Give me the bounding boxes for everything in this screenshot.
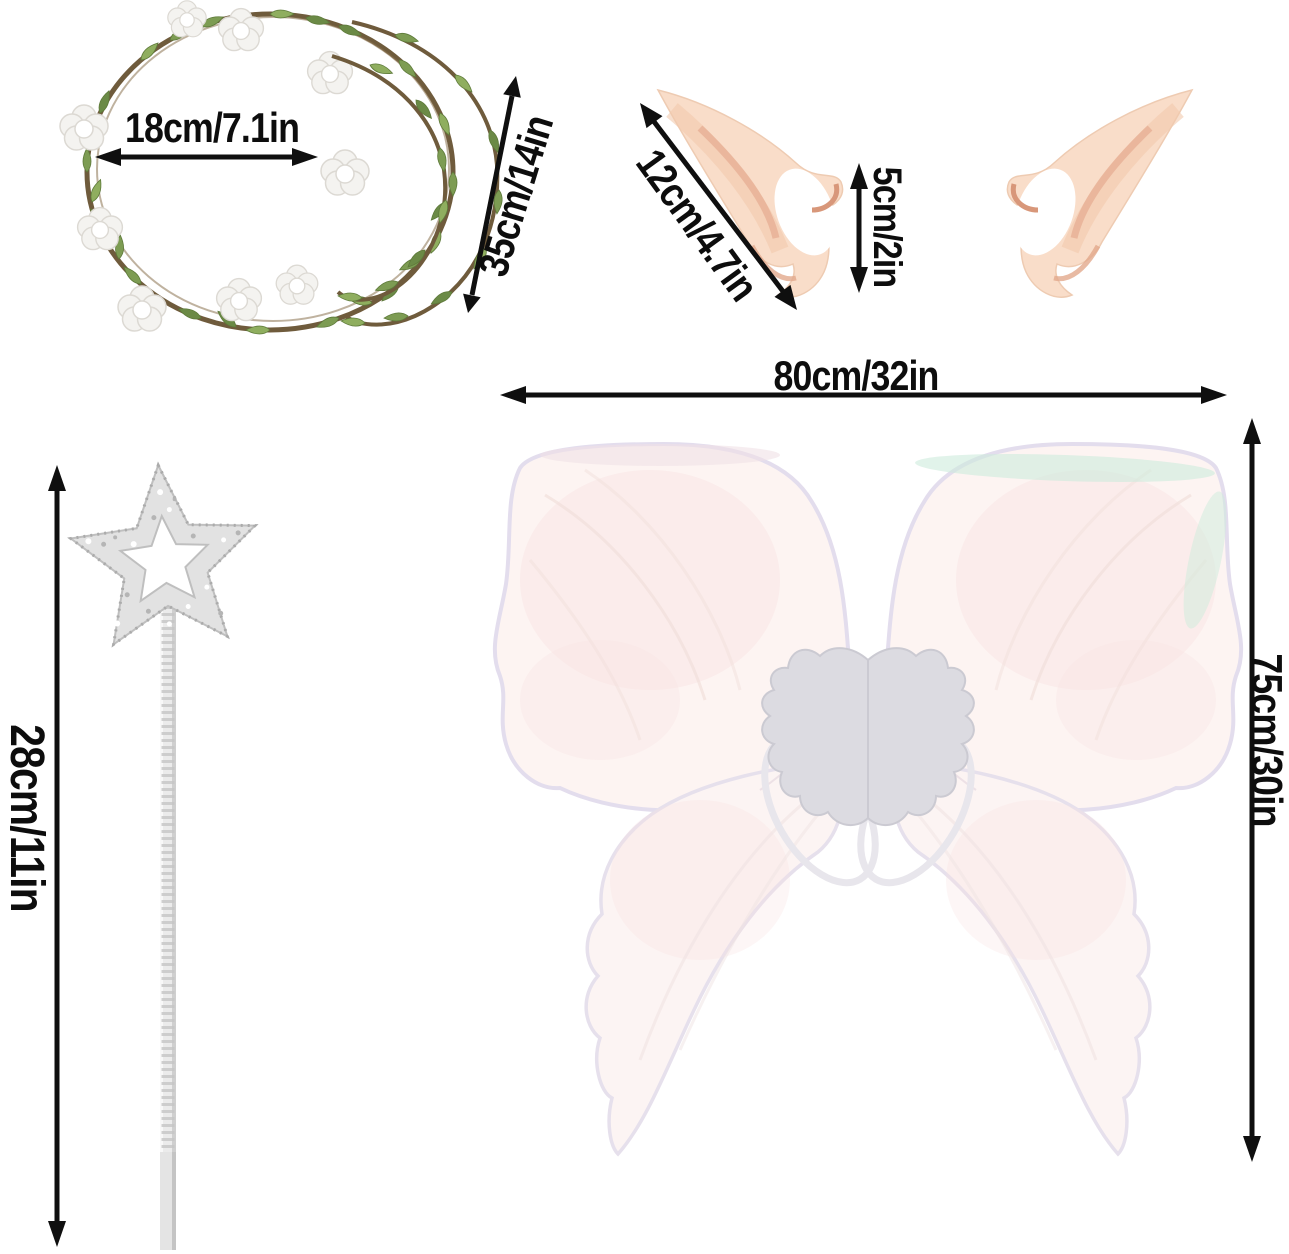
measurement-arrows: [48, 76, 1261, 1247]
star-wand-figure: [67, 461, 259, 1250]
crown-diameter-arrow: [95, 148, 318, 166]
wand-stick: [160, 600, 176, 1250]
wings-width-label: 80cm/32in: [773, 352, 939, 399]
wings-width-arrow: [500, 386, 1227, 404]
wreath-flowers: [59, 0, 370, 332]
wings-body: [761, 647, 975, 827]
wing-right: [882, 442, 1244, 1156]
elf-ear-right-figure: [1003, 90, 1192, 297]
vine-tie-figure: [331, 20, 504, 328]
flower-crown-figure: [59, 0, 458, 335]
crown-diameter-label: 18cm/7.1in: [124, 104, 300, 151]
ear-length-arrow: [640, 103, 797, 310]
wings-height-label: 75cm/30in: [1242, 653, 1289, 827]
elf-ear-left-figure: [656, 88, 844, 298]
ear-height-label: 5cm/2in: [865, 166, 909, 288]
wings-height-arrow: [1243, 418, 1261, 1162]
fairy-wings-figure: [492, 441, 1244, 1157]
ear-height-arrow: [850, 163, 868, 293]
wand-star: [67, 461, 259, 648]
wand-length-label: 28cm/11in: [0, 724, 53, 912]
wand-length-arrow: [48, 465, 66, 1247]
vine-length-arrow: [463, 76, 521, 313]
